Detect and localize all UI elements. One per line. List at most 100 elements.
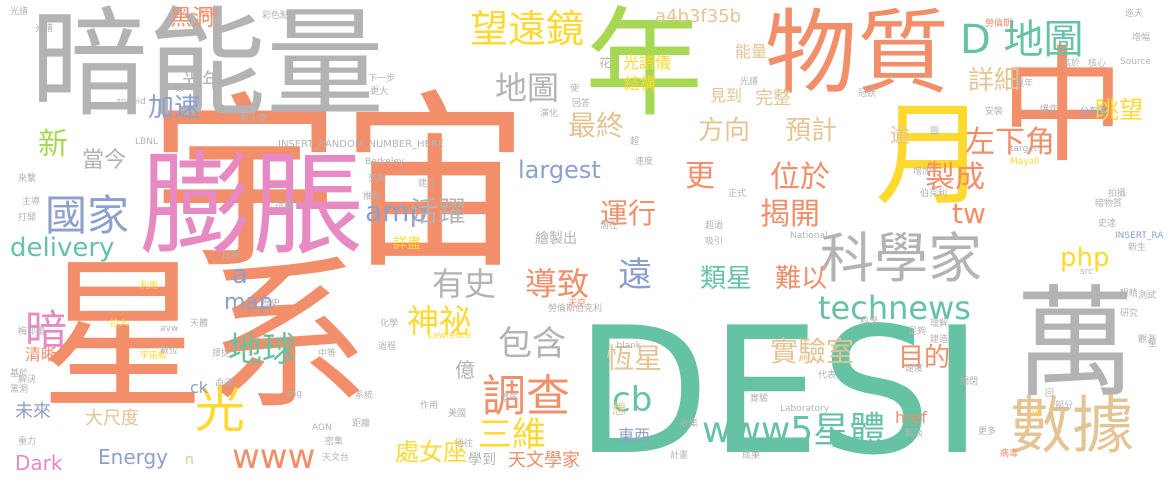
cloud-word: 類星 (700, 264, 753, 294)
cloud-word: 遠 (618, 255, 652, 295)
cloud-word: 天空 (568, 299, 587, 309)
cloud-word: 想 (612, 402, 626, 418)
cloud-word: 億年 (500, 394, 519, 404)
cloud-word: 遠度 (905, 364, 924, 374)
cloud-word: 利用 (140, 281, 159, 291)
cloud-word: INSERT_RANDOM_NUMBER_HERE (278, 139, 445, 150)
cloud-word: a (232, 260, 248, 290)
cloud-word: 恆星 (606, 342, 663, 375)
cloud-word: 過程 (378, 342, 397, 352)
cloud-word: 勞倫斯 (985, 19, 1013, 29)
cloud-word: 學到 (468, 452, 496, 468)
cloud-word: Berkeley (365, 157, 405, 167)
cloud-word: 天體 (190, 319, 209, 329)
cloud-word: 病毒 (1000, 449, 1019, 459)
cloud-word: zoneid (116, 97, 146, 107)
cloud-word: 週年 (1015, 79, 1034, 89)
cloud-word: 億 (455, 358, 475, 382)
cloud-word: 方向 (698, 116, 751, 146)
cloud-word: 地球 (228, 330, 296, 370)
cloud-word: 國家 (45, 191, 130, 240)
cloud-word: 見到 (710, 86, 743, 105)
cloud-word: www5星體 (702, 410, 886, 451)
cloud-word: delivery (10, 233, 115, 263)
cloud-word: 導致 (525, 265, 590, 303)
cloud-word: 天文學家 (508, 450, 580, 471)
cloud-word: 數 (175, 84, 185, 94)
cloud-word: 勞倫斯伯克利 (548, 304, 603, 314)
cloud-word: href (895, 408, 927, 427)
cloud-word: 建立 (418, 179, 437, 189)
cloud-word: 過往 (455, 439, 474, 449)
cloud-word: 數據 (1010, 389, 1135, 462)
cloud-word: 包含 (498, 324, 566, 364)
cloud-word: 未來 (15, 401, 51, 422)
cloud-word: 代表 (818, 371, 837, 381)
cloud-word: 物質 (765, 0, 950, 107)
cloud-word: 打開 (18, 213, 37, 223)
cloud-word: 位於 (770, 160, 830, 195)
cloud-word: 份 (1032, 409, 1042, 419)
cloud-word: 繪製出 (535, 231, 577, 247)
cloud-word: 回答 (572, 99, 591, 109)
cloud-word: 梅耶爾 (18, 327, 46, 337)
cloud-word: img (285, 389, 302, 399)
cloud-word: n (185, 452, 194, 468)
cloud-word: 高於 (1062, 59, 1081, 69)
cloud-word: 結束 (200, 9, 219, 19)
cloud-word: tw (952, 197, 986, 230)
cloud-word: 大尺度 (85, 408, 139, 429)
cloud-word: 光譜儀 (623, 53, 672, 72)
cloud-word: 冠狀 (858, 89, 877, 99)
cloud-word: 理解 (930, 319, 949, 329)
cloud-word: 萬 (1015, 275, 1135, 414)
cloud-word: 望遠鏡 (470, 7, 585, 51)
cloud-word: 光譜 (35, 24, 54, 34)
cloud-word: 實驗 (750, 394, 769, 404)
cloud-word: 拍攝 (1108, 189, 1127, 199)
cloud-word: 距離 (352, 419, 371, 429)
cloud-word: DESI (575, 291, 984, 482)
cloud-word: 美國 (448, 409, 467, 419)
cloud-word: 來繫 (18, 174, 37, 184)
cloud-word: www (232, 437, 316, 477)
cloud-word: 製成 (925, 160, 985, 195)
cloud-word: 研究 (1120, 309, 1139, 319)
cloud-word: 化學 (380, 319, 399, 329)
cloud-word: 解決 (18, 375, 37, 385)
cloud-word: 新生 (1128, 243, 1147, 253)
cloud-word: 黑洞 (170, 6, 215, 31)
cloud-word: D 地圖 (960, 17, 1084, 63)
cloud-word: 更大 (370, 87, 389, 97)
cloud-word: Energy (98, 445, 169, 469)
cloud-word: src (1080, 267, 1094, 277)
cloud-word: php (1060, 243, 1110, 273)
cloud-word: 更多 (978, 427, 997, 437)
cloud-word: 調查 (482, 371, 570, 422)
cloud-word: 計畫 (670, 451, 689, 461)
cloud-word: 主導 (22, 197, 41, 207)
cloud-word: 重力 (18, 437, 37, 447)
cloud-word: cb (612, 380, 653, 420)
cloud-word: 伯克利 (920, 189, 948, 199)
cloud-word: 詳盡 (393, 236, 421, 252)
cloud-word: 增加 (913, 167, 932, 177)
cloud-word: 處女座 (395, 438, 467, 466)
cloud-word: 超 (630, 137, 640, 147)
cloud-word: 黯淡 (905, 429, 924, 439)
cloud-word: 使 (570, 84, 580, 94)
cloud-word: 正式 (728, 189, 747, 199)
cloud-word: 眺望 (1095, 96, 1143, 124)
cloud-word: largest (518, 156, 601, 184)
cloud-word: 建造 (930, 335, 949, 345)
cloud-word: 星系 (40, 241, 370, 433)
cloud-word: 安裝 (985, 107, 1004, 117)
cloud-word: 關閉 (960, 377, 979, 387)
cloud-word: 花 (599, 56, 612, 70)
cloud-word: 數位 (160, 346, 179, 356)
cloud-word: 黑洞 (10, 385, 29, 395)
cloud-word: 吸引 (705, 237, 724, 247)
cloud-word: 中等 (318, 349, 337, 359)
cloud-word: Mayall (1010, 157, 1040, 167)
cloud-word: INSERT_RA (1115, 231, 1164, 241)
